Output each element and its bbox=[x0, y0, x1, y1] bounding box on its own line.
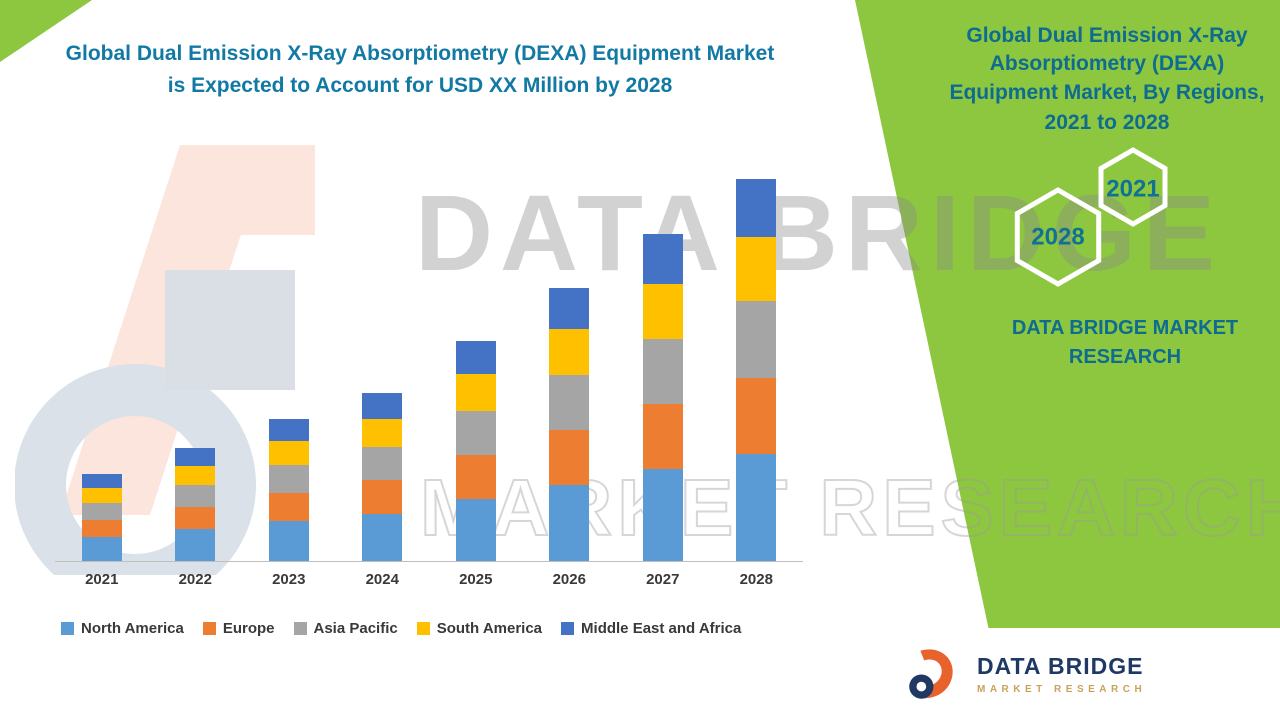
segment-2027-europe bbox=[642, 404, 683, 469]
legend-swatch-north-america bbox=[61, 622, 74, 635]
legend-item-asia-pacific: Asia Pacific bbox=[293, 620, 398, 637]
databridge-logo-icon bbox=[909, 649, 953, 699]
legend-swatch-europe bbox=[202, 622, 216, 635]
hexagon-2028 bbox=[1014, 187, 1102, 287]
panel-title: Global Dual Emission X-Ray Absorptiometr… bbox=[948, 22, 1266, 137]
segment-2027-south-america bbox=[642, 284, 683, 339]
badge-year-2021: 2021 bbox=[1106, 176, 1159, 203]
segment-2028-north-america bbox=[736, 454, 777, 561]
chart-headline: Global Dual Emission X-Ray Absorptiometr… bbox=[65, 42, 775, 97]
segment-2023-middle-east-and-africa bbox=[268, 419, 309, 441]
segment-2025-asia-pacific bbox=[455, 411, 496, 455]
x-label-2022: 2022 bbox=[178, 571, 212, 588]
segment-2023-north-america bbox=[268, 521, 309, 561]
footer-brand-subtitle: MARKET RESEARCH bbox=[977, 684, 1147, 695]
year-badges: 2021 2028 bbox=[1014, 147, 1168, 287]
segment-2022-south-america bbox=[175, 466, 216, 485]
segment-2026-middle-east-and-africa bbox=[549, 288, 590, 329]
legend-swatch-south-america bbox=[416, 622, 430, 635]
bar-2025 bbox=[455, 341, 496, 561]
segment-2028-south-america bbox=[736, 237, 777, 301]
x-axis-labels: 2021 2022 2023 2024 2025 2026 2027 2028 bbox=[55, 571, 803, 588]
segment-2027-asia-pacific bbox=[642, 339, 683, 404]
x-label-2024: 2024 bbox=[365, 571, 399, 588]
segment-2024-asia-pacific bbox=[362, 447, 403, 480]
bar-2022 bbox=[175, 448, 216, 561]
legend-label-middle-east-and-africa: Middle East and Africa bbox=[581, 620, 742, 637]
segment-2024-south-america bbox=[362, 419, 403, 447]
legend-label-europe: Europe bbox=[222, 620, 275, 637]
segment-2024-middle-east-and-africa bbox=[362, 393, 403, 419]
segment-2021-asia-pacific bbox=[81, 503, 122, 520]
segment-2022-europe bbox=[175, 507, 216, 529]
footer-logo-strip: DATA BRIDGE MARKET RESEARCH bbox=[875, 628, 1280, 720]
x-label-2023: 2023 bbox=[272, 571, 306, 588]
segment-2028-middle-east-and-africa bbox=[736, 179, 777, 237]
segment-2025-north-america bbox=[455, 499, 496, 561]
segment-2025-europe bbox=[455, 455, 496, 499]
legend-item-north-america: North America bbox=[61, 620, 184, 637]
footer-brand-block: DATA BRIDGE MARKET RESEARCH bbox=[977, 653, 1146, 695]
segment-2025-middle-east-and-africa bbox=[455, 341, 496, 374]
bar-2021 bbox=[81, 474, 122, 561]
x-label-2027: 2027 bbox=[646, 571, 680, 588]
segment-2021-middle-east-and-africa bbox=[81, 474, 122, 488]
segment-2025-south-america bbox=[455, 374, 496, 411]
legend-label-south-america: South America bbox=[436, 620, 543, 637]
bar-2028 bbox=[736, 179, 777, 561]
x-label-2025: 2025 bbox=[459, 571, 493, 588]
segment-2026-south-america bbox=[549, 329, 590, 375]
panel-title-main: Global Dual Emission X-Ray Absorptiometr… bbox=[949, 24, 1265, 104]
legend-item-middle-east-and-africa: Middle East and Africa bbox=[561, 620, 741, 637]
segment-2026-europe bbox=[549, 430, 590, 485]
legend-label-asia-pacific: Asia Pacific bbox=[313, 620, 398, 637]
legend-item-europe: Europe bbox=[202, 620, 275, 637]
legend-swatch-middle-east-and-africa bbox=[561, 622, 575, 635]
footer-brand-name: DATA BRIDGE bbox=[977, 653, 1144, 679]
panel-brand-text: DATA BRIDGE MARKET RESEARCH bbox=[1011, 317, 1239, 368]
chart-plot-area bbox=[55, 162, 803, 562]
bar-2024 bbox=[362, 393, 403, 561]
x-label-2021: 2021 bbox=[85, 571, 119, 588]
segment-2027-middle-east-and-africa bbox=[642, 234, 683, 284]
segment-2024-europe bbox=[362, 480, 403, 514]
chart-legend: North America Europe Asia Pacific South Ame… bbox=[61, 620, 803, 637]
hexagon-2021 bbox=[1098, 147, 1168, 227]
segment-2023-south-america bbox=[268, 441, 309, 465]
segment-2023-asia-pacific bbox=[268, 465, 309, 493]
segment-2022-north-america bbox=[175, 529, 216, 561]
legend-item-south-america: South America bbox=[416, 620, 543, 637]
stacked-bar-chart: 2021 2022 2023 2024 2025 2026 2027 2028 North A… bbox=[55, 162, 803, 637]
segment-2022-middle-east-and-africa bbox=[175, 448, 216, 466]
segment-2024-north-america bbox=[362, 514, 403, 561]
legend-swatch-asia-pacific bbox=[293, 622, 307, 635]
segment-2021-north-america bbox=[81, 537, 122, 561]
segment-2022-asia-pacific bbox=[175, 485, 216, 507]
legend-label-north-america: North America bbox=[81, 620, 184, 637]
segment-2021-south-america bbox=[81, 488, 122, 503]
segment-2023-europe bbox=[268, 493, 309, 521]
bar-2027 bbox=[642, 234, 683, 561]
badge-year-2028: 2028 bbox=[1031, 224, 1084, 251]
segment-2028-europe bbox=[736, 378, 777, 454]
segment-2026-north-america bbox=[549, 485, 590, 561]
bar-2026 bbox=[549, 288, 590, 561]
segment-2021-europe bbox=[81, 520, 122, 537]
segment-2028-asia-pacific bbox=[736, 301, 777, 378]
panel-title-range: 2021 to 2028 bbox=[1044, 111, 1170, 135]
x-label-2028: 2028 bbox=[739, 571, 773, 588]
bar-2023 bbox=[268, 419, 309, 561]
segment-2027-north-america bbox=[642, 469, 683, 561]
x-label-2026: 2026 bbox=[552, 571, 586, 588]
segment-2026-asia-pacific bbox=[549, 375, 590, 430]
